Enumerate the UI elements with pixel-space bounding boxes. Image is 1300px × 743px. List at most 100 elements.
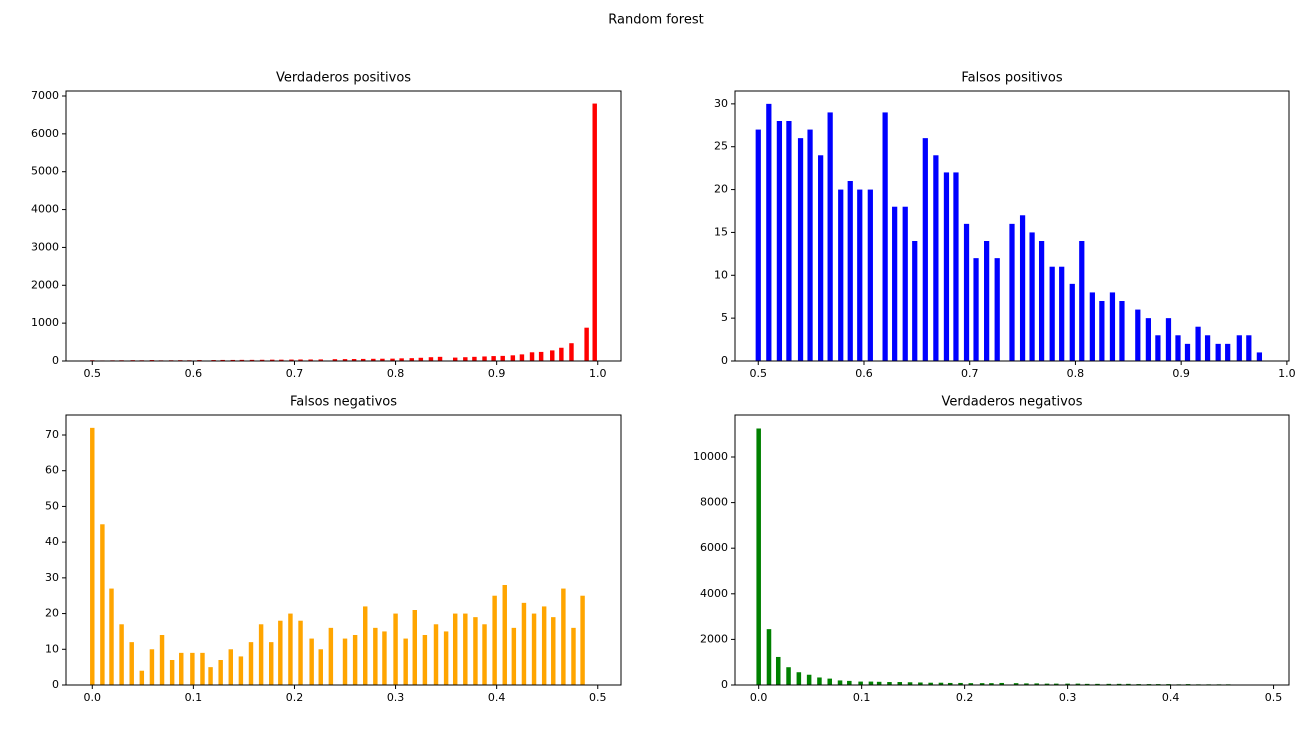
- bar: [887, 682, 892, 685]
- x-tick-label: 0.1: [853, 691, 871, 704]
- bar: [1019, 215, 1026, 361]
- bar: [538, 351, 544, 361]
- x-tick-label: 0.0: [750, 691, 768, 704]
- bar: [580, 595, 585, 685]
- figure-title: Random forest: [608, 13, 703, 28]
- x-tick-label: 0.1: [185, 691, 203, 704]
- bar: [119, 624, 124, 685]
- y-tick-label: 15: [714, 225, 728, 238]
- bar: [452, 357, 458, 361]
- bar: [1155, 335, 1161, 361]
- bar: [298, 359, 303, 361]
- bar: [847, 181, 853, 361]
- y-tick-label: 0: [721, 354, 728, 367]
- x-tick-label: 0.5: [750, 367, 768, 380]
- y-tick-label: 6000: [31, 127, 59, 140]
- bar: [1044, 683, 1050, 685]
- bar: [238, 656, 244, 685]
- bar: [360, 358, 366, 361]
- x-tick-label: 0.7: [286, 367, 304, 380]
- bar: [786, 667, 791, 685]
- x-tick-label: 0.3: [1059, 691, 1077, 704]
- bar: [288, 613, 293, 685]
- bar: [984, 241, 990, 361]
- bar: [922, 138, 928, 361]
- bar: [139, 670, 145, 685]
- bar: [278, 620, 283, 685]
- bar: [90, 427, 95, 685]
- y-tick-label: 20: [45, 607, 59, 620]
- subplot-title: Verdaderos positivos: [276, 71, 411, 86]
- bar: [1195, 326, 1201, 361]
- bar: [332, 359, 338, 361]
- bar: [482, 356, 487, 361]
- bar: [443, 631, 449, 685]
- bar: [169, 660, 175, 685]
- bar: [472, 356, 477, 361]
- bar: [492, 595, 497, 685]
- x-tick-label: 0.8: [1067, 367, 1085, 380]
- bar: [551, 617, 556, 685]
- bar: [289, 359, 294, 361]
- bar: [892, 206, 898, 361]
- bar: [428, 357, 434, 361]
- bar: [519, 354, 525, 361]
- bar: [1175, 335, 1181, 361]
- bar: [797, 138, 804, 361]
- bar: [190, 652, 195, 685]
- bar: [541, 606, 547, 685]
- bar: [1215, 343, 1221, 361]
- bar: [979, 683, 985, 685]
- y-tick-label: 10: [45, 642, 59, 655]
- bar: [433, 624, 439, 685]
- bar: [1165, 318, 1172, 361]
- y-tick-label: 5000: [31, 165, 59, 178]
- bar: [129, 642, 134, 685]
- bar: [318, 359, 323, 361]
- y-tick-label: 30: [714, 97, 728, 110]
- subplot-title: Verdaderos negativos: [942, 395, 1083, 410]
- bar: [807, 129, 813, 361]
- x-tick-label: 0.0: [84, 691, 102, 704]
- bar: [393, 613, 398, 685]
- bar: [279, 359, 284, 361]
- bar: [1013, 683, 1019, 685]
- bar: [373, 627, 378, 685]
- bar: [847, 680, 852, 685]
- bar: [858, 681, 863, 685]
- bar: [918, 682, 923, 685]
- bar: [756, 428, 761, 685]
- y-tick-label: 7000: [31, 89, 59, 102]
- bar: [907, 682, 913, 685]
- y-tick-label: 0: [52, 678, 59, 691]
- y-tick-label: 5: [721, 311, 728, 324]
- y-tick-label: 10: [714, 268, 728, 281]
- bar: [958, 682, 963, 685]
- x-tick-label: 0.5: [589, 691, 607, 704]
- y-tick-label: 1000: [31, 316, 59, 329]
- bar: [422, 635, 428, 685]
- x-tick-label: 0.8: [387, 367, 405, 380]
- x-tick-label: 0.6: [855, 367, 873, 380]
- bar: [968, 683, 974, 685]
- bar: [837, 680, 843, 685]
- bar: [249, 359, 255, 361]
- bar: [200, 652, 205, 685]
- bar: [1116, 683, 1122, 685]
- bar: [511, 627, 517, 685]
- axes-frame: [65, 414, 622, 686]
- bar: [897, 682, 903, 685]
- bar: [571, 627, 576, 685]
- subplot-title: Falsos positivos: [961, 71, 1062, 86]
- bar: [1024, 683, 1029, 685]
- x-tick-label: 0.9: [1172, 367, 1190, 380]
- bar: [1054, 683, 1059, 685]
- bar: [1119, 301, 1125, 361]
- bar: [491, 356, 496, 361]
- bar: [352, 635, 358, 685]
- bar: [309, 638, 314, 685]
- bar: [412, 610, 417, 685]
- bar: [1184, 343, 1191, 361]
- y-tick-label: 60: [45, 464, 59, 477]
- x-tick-label: 0.5: [84, 367, 102, 380]
